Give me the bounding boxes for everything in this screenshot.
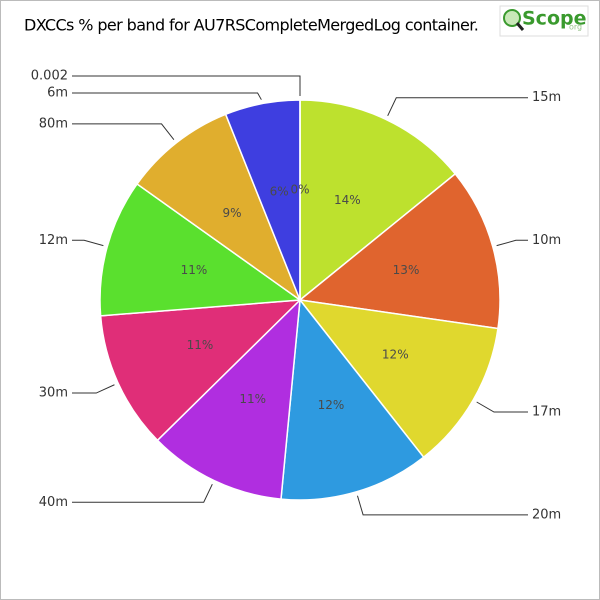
pie-slice <box>298 172 501 330</box>
slice-label: 14% <box>334 193 361 207</box>
pie-slice <box>298 298 499 459</box>
leader-line <box>72 92 262 100</box>
slice-label: 0% <box>290 183 309 197</box>
category-label: 20m <box>532 507 561 522</box>
slice-label: 13% <box>393 263 420 277</box>
slice-label: 11% <box>181 263 208 277</box>
leader-line <box>356 495 528 516</box>
slice-label: 11% <box>187 338 214 352</box>
slice-label: 9% <box>222 206 241 220</box>
pie-slice <box>99 299 302 442</box>
leader-line <box>387 97 528 117</box>
logo-text: Scope <box>522 8 587 30</box>
pie-slice <box>299 99 457 302</box>
leader-line <box>72 239 104 247</box>
chart-title: DXCCs % per band for AU7RSCompleteMerged… <box>24 16 478 35</box>
logo: Scope org <box>499 5 589 37</box>
logo-icon <box>515 22 525 31</box>
pie-slice <box>136 113 302 303</box>
slice-label: 6% <box>270 184 289 198</box>
logo-suffix: org <box>569 23 582 32</box>
leader-line <box>72 123 175 140</box>
category-label: 12m <box>39 233 68 248</box>
category-label: 80m <box>39 116 68 131</box>
category-label: 6m <box>47 86 68 101</box>
category-label: 0.002 <box>31 69 68 84</box>
category-label: 15m <box>532 90 561 105</box>
leader-line <box>72 483 213 503</box>
pie-slice <box>156 298 301 500</box>
category-label: 10m <box>532 233 561 248</box>
category-label: 40m <box>39 495 68 510</box>
leader-line <box>476 401 528 413</box>
slice-label: 12% <box>382 348 409 362</box>
pie-slice <box>280 298 425 501</box>
logo-icon <box>503 9 521 27</box>
leader-line <box>72 384 115 394</box>
leader-line <box>72 75 301 96</box>
category-label: 30m <box>39 386 68 401</box>
pie-slice <box>99 182 303 317</box>
slice-label: 12% <box>318 398 345 412</box>
slice-label: 11% <box>239 392 266 406</box>
category-label: 17m <box>532 405 561 420</box>
leader-line <box>496 239 528 247</box>
